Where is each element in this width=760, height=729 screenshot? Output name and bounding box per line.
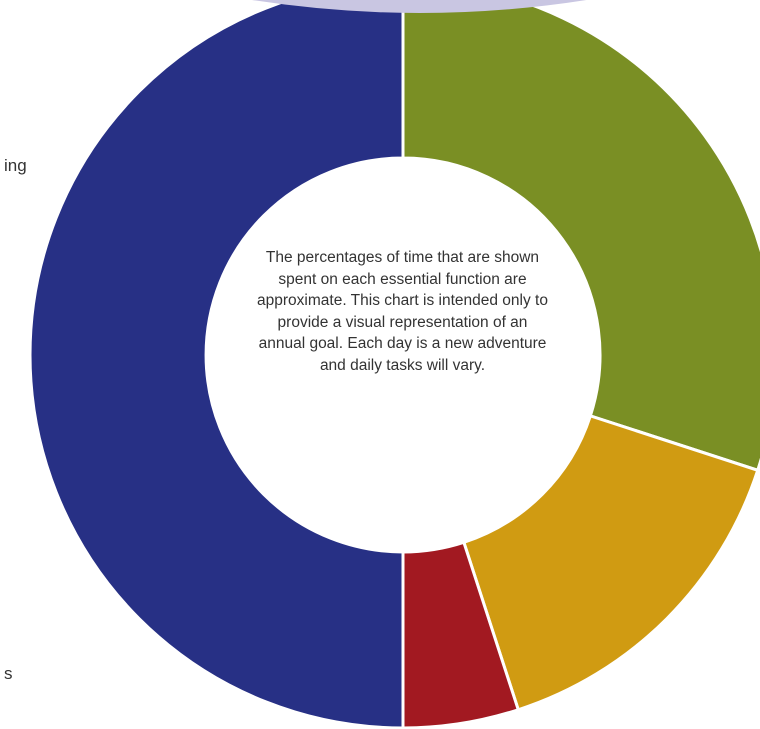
donut-slice-1 [401,0,760,473]
slice-label-partial-bottom: s [4,664,13,683]
top-banner-shape [252,0,587,13]
donut-slice-2 [461,413,760,712]
donut-slice-4 [28,0,405,729]
slice-label-partial-top: ing [4,156,27,175]
center-note: The percentages of time that are shown s… [257,249,548,374]
